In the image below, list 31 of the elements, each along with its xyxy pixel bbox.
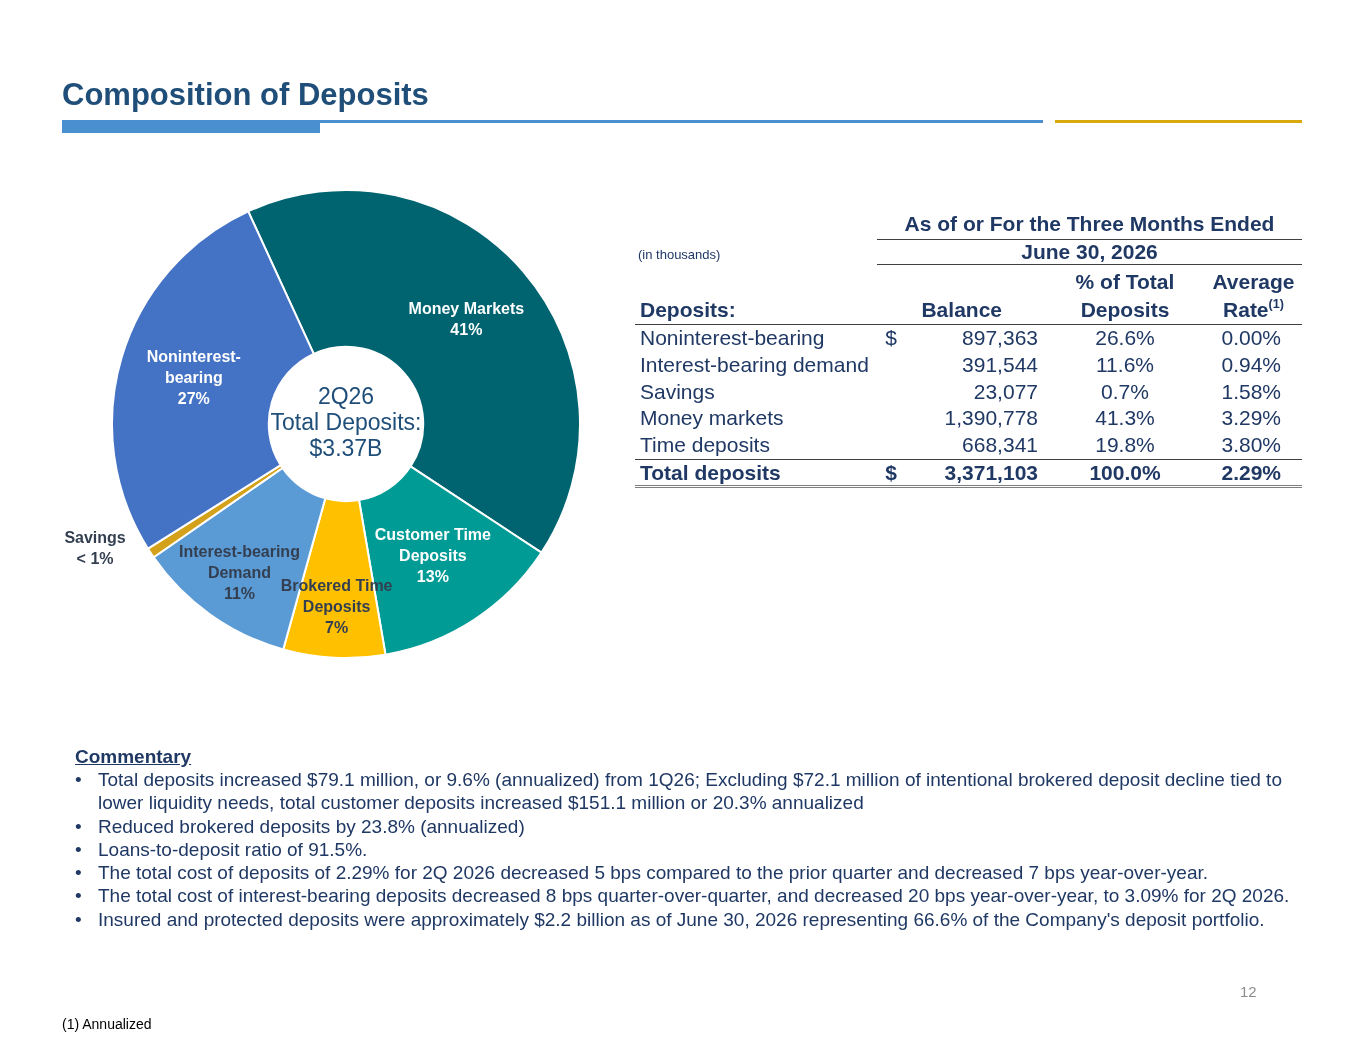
text: 2Q26 Total Deposits: $3.37B bbox=[270, 383, 422, 462]
text: • Loans-to-deposit ratio of 91.5%. bbox=[75, 838, 368, 860]
data-label: 13% bbox=[416, 568, 449, 586]
data-label: 27% bbox=[177, 390, 210, 408]
text: 12 bbox=[1240, 983, 1257, 1000]
text: Deposits: Balance % of Total Deposits Average Rate$^{(1)}$ bbox=[640, 270, 1295, 321]
text: As of or For the Three Months Ended bbox=[904, 212, 1275, 235]
text: (1) Annualized bbox=[62, 1016, 152, 1032]
text: Total deposits $ 3,371,103 100.0% 2.29% bbox=[640, 460, 1281, 484]
slice-label: Savings bbox=[64, 529, 126, 547]
text: • Total deposits increased $79.1 million, or 9.6% (annualized) from 1Q26; Excluding $72.1 million of intentional brokered deposit decline tied to lower liquidity needs, total customer deposits increased $151.1 million or 20.3% annualized bbox=[75, 769, 1282, 814]
text: Interest-bearing demand 391,544 11.6% 0.94% bbox=[640, 352, 1281, 376]
text: Time deposits 668,341 19.8% 3.80% bbox=[640, 433, 1281, 457]
data-label: < 1% bbox=[76, 550, 114, 568]
text: Noninterest-bearing $ 897,363 26.6% 0.00% bbox=[640, 326, 1281, 349]
chart-title: Composition of Deposits bbox=[62, 77, 429, 112]
text: • The total cost of deposits of 2.29% for 2Q 2026 decreased 5 bps compared to the prior quarter and decreased 7 bps year-over-year. bbox=[75, 862, 1209, 884]
data-label: 11% bbox=[223, 585, 256, 603]
text: Money markets 1,390,778 41.3% 3.29% bbox=[640, 406, 1281, 430]
text: • Reduced brokered deposits by 23.8% (annualized) bbox=[75, 815, 525, 837]
slice-label: Money Markets bbox=[408, 300, 525, 318]
slice-label: Noninterest-bearing bbox=[146, 348, 241, 387]
text: (in thousands) bbox=[638, 247, 721, 262]
text: Commentary bbox=[75, 746, 192, 767]
text: • Insured and protected deposits were approximately $2.2 billion as of June 30, 2026 representing 66.6% of the Company's deposit portfolio. bbox=[75, 908, 1265, 930]
slice-label: Customer Time Deposits bbox=[374, 526, 492, 565]
text: June 30, 2026 bbox=[1021, 240, 1158, 263]
data-label: 41% bbox=[450, 321, 483, 339]
data-label: 7% bbox=[325, 619, 349, 636]
text: • The total cost of interest-bearing deposits decreased 8 bps quarter-over-quarter, and decreased 20 bps year-over-year, to 3.09% for 2Q 2026. bbox=[75, 885, 1290, 907]
text: Savings 23,077 0.7% 1.58% bbox=[640, 379, 1281, 403]
